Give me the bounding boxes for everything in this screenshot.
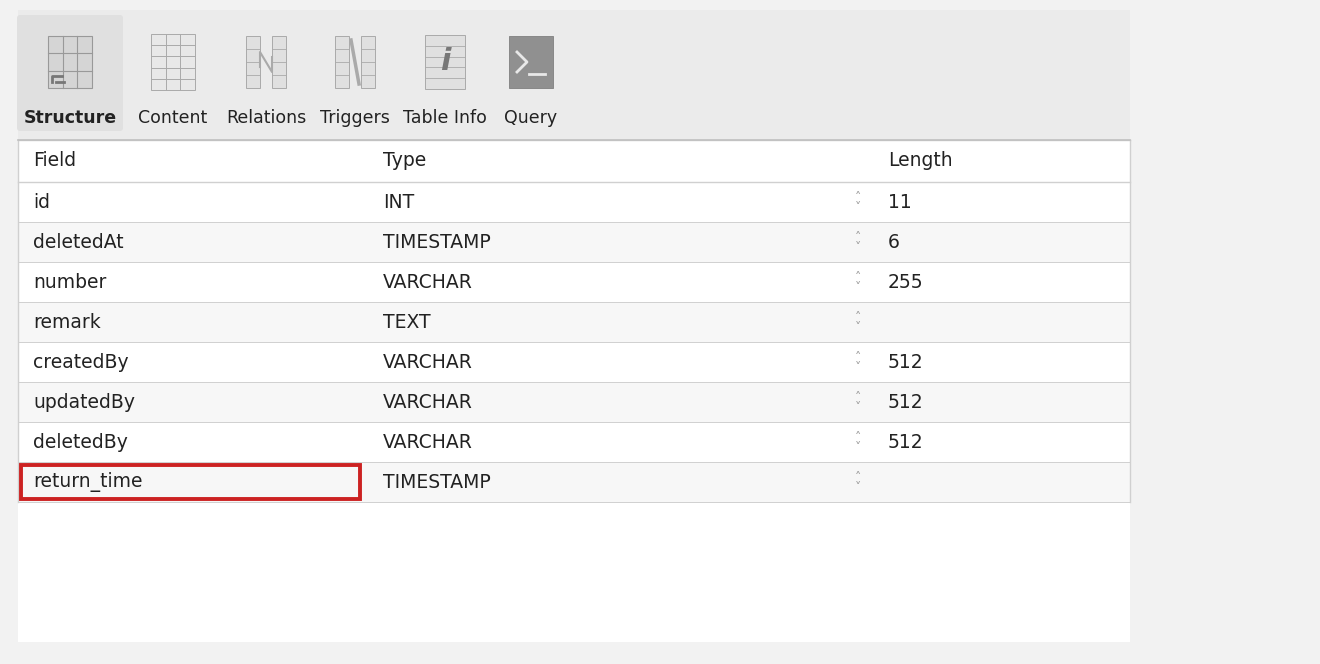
Bar — [48, 36, 92, 88]
Bar — [18, 182, 1130, 222]
Text: ˅: ˅ — [855, 201, 861, 214]
Bar — [18, 140, 1130, 642]
Text: remark: remark — [33, 313, 100, 331]
Text: Type: Type — [383, 151, 426, 171]
FancyBboxPatch shape — [17, 15, 123, 131]
Text: 512: 512 — [888, 353, 924, 371]
Bar — [335, 36, 348, 88]
Text: ˄: ˄ — [855, 311, 861, 323]
Text: Triggers: Triggers — [319, 109, 389, 127]
Bar — [18, 462, 1130, 502]
Text: ˅: ˅ — [855, 321, 861, 335]
Text: Structure: Structure — [24, 109, 116, 127]
Text: Query: Query — [504, 109, 557, 127]
Text: ˄: ˄ — [855, 471, 861, 483]
Bar — [18, 222, 1130, 262]
Text: VARCHAR: VARCHAR — [383, 353, 473, 371]
Bar — [150, 34, 195, 90]
Bar — [18, 10, 1130, 140]
Text: ˄: ˄ — [855, 270, 861, 284]
Text: 512: 512 — [888, 392, 924, 412]
Text: 11: 11 — [888, 193, 912, 212]
Text: VARCHAR: VARCHAR — [383, 432, 473, 452]
Bar — [18, 302, 1130, 342]
Text: deletedBy: deletedBy — [33, 432, 128, 452]
Bar — [510, 36, 553, 88]
Text: ˅: ˅ — [855, 361, 861, 374]
Text: INT: INT — [383, 193, 414, 212]
Text: deletedAt: deletedAt — [33, 232, 124, 252]
Text: 6: 6 — [888, 232, 900, 252]
Text: ˅: ˅ — [855, 481, 861, 495]
Text: ˄: ˄ — [855, 390, 861, 404]
Bar — [18, 342, 1130, 382]
Bar — [18, 140, 1130, 182]
Text: createdBy: createdBy — [33, 353, 128, 371]
Bar — [272, 36, 286, 88]
Text: ˄: ˄ — [855, 351, 861, 363]
Text: TEXT: TEXT — [383, 313, 430, 331]
Bar — [18, 382, 1130, 422]
Bar — [246, 36, 260, 88]
Text: Table Info: Table Info — [403, 109, 487, 127]
Text: Field: Field — [33, 151, 77, 171]
Text: 255: 255 — [888, 272, 924, 291]
Text: ˄: ˄ — [855, 191, 861, 203]
Bar — [18, 262, 1130, 302]
Bar — [360, 36, 375, 88]
Text: TIMESTAMP: TIMESTAMP — [383, 232, 491, 252]
Bar — [18, 422, 1130, 462]
Text: 512: 512 — [888, 432, 924, 452]
Bar — [425, 35, 465, 89]
Text: Content: Content — [139, 109, 207, 127]
Text: i: i — [440, 48, 450, 76]
Text: VARCHAR: VARCHAR — [383, 272, 473, 291]
Text: ˅: ˅ — [855, 442, 861, 454]
Text: ˅: ˅ — [855, 402, 861, 414]
Text: Length: Length — [888, 151, 953, 171]
Text: updatedBy: updatedBy — [33, 392, 135, 412]
Text: return_time: return_time — [33, 472, 143, 492]
Text: ˅: ˅ — [855, 282, 861, 295]
Text: TIMESTAMP: TIMESTAMP — [383, 473, 491, 491]
Text: id: id — [33, 193, 50, 212]
Text: Relations: Relations — [226, 109, 306, 127]
Text: ˄: ˄ — [855, 430, 861, 444]
Text: ˅: ˅ — [855, 242, 861, 254]
Text: VARCHAR: VARCHAR — [383, 392, 473, 412]
Text: ˄: ˄ — [855, 230, 861, 244]
Text: number: number — [33, 272, 107, 291]
